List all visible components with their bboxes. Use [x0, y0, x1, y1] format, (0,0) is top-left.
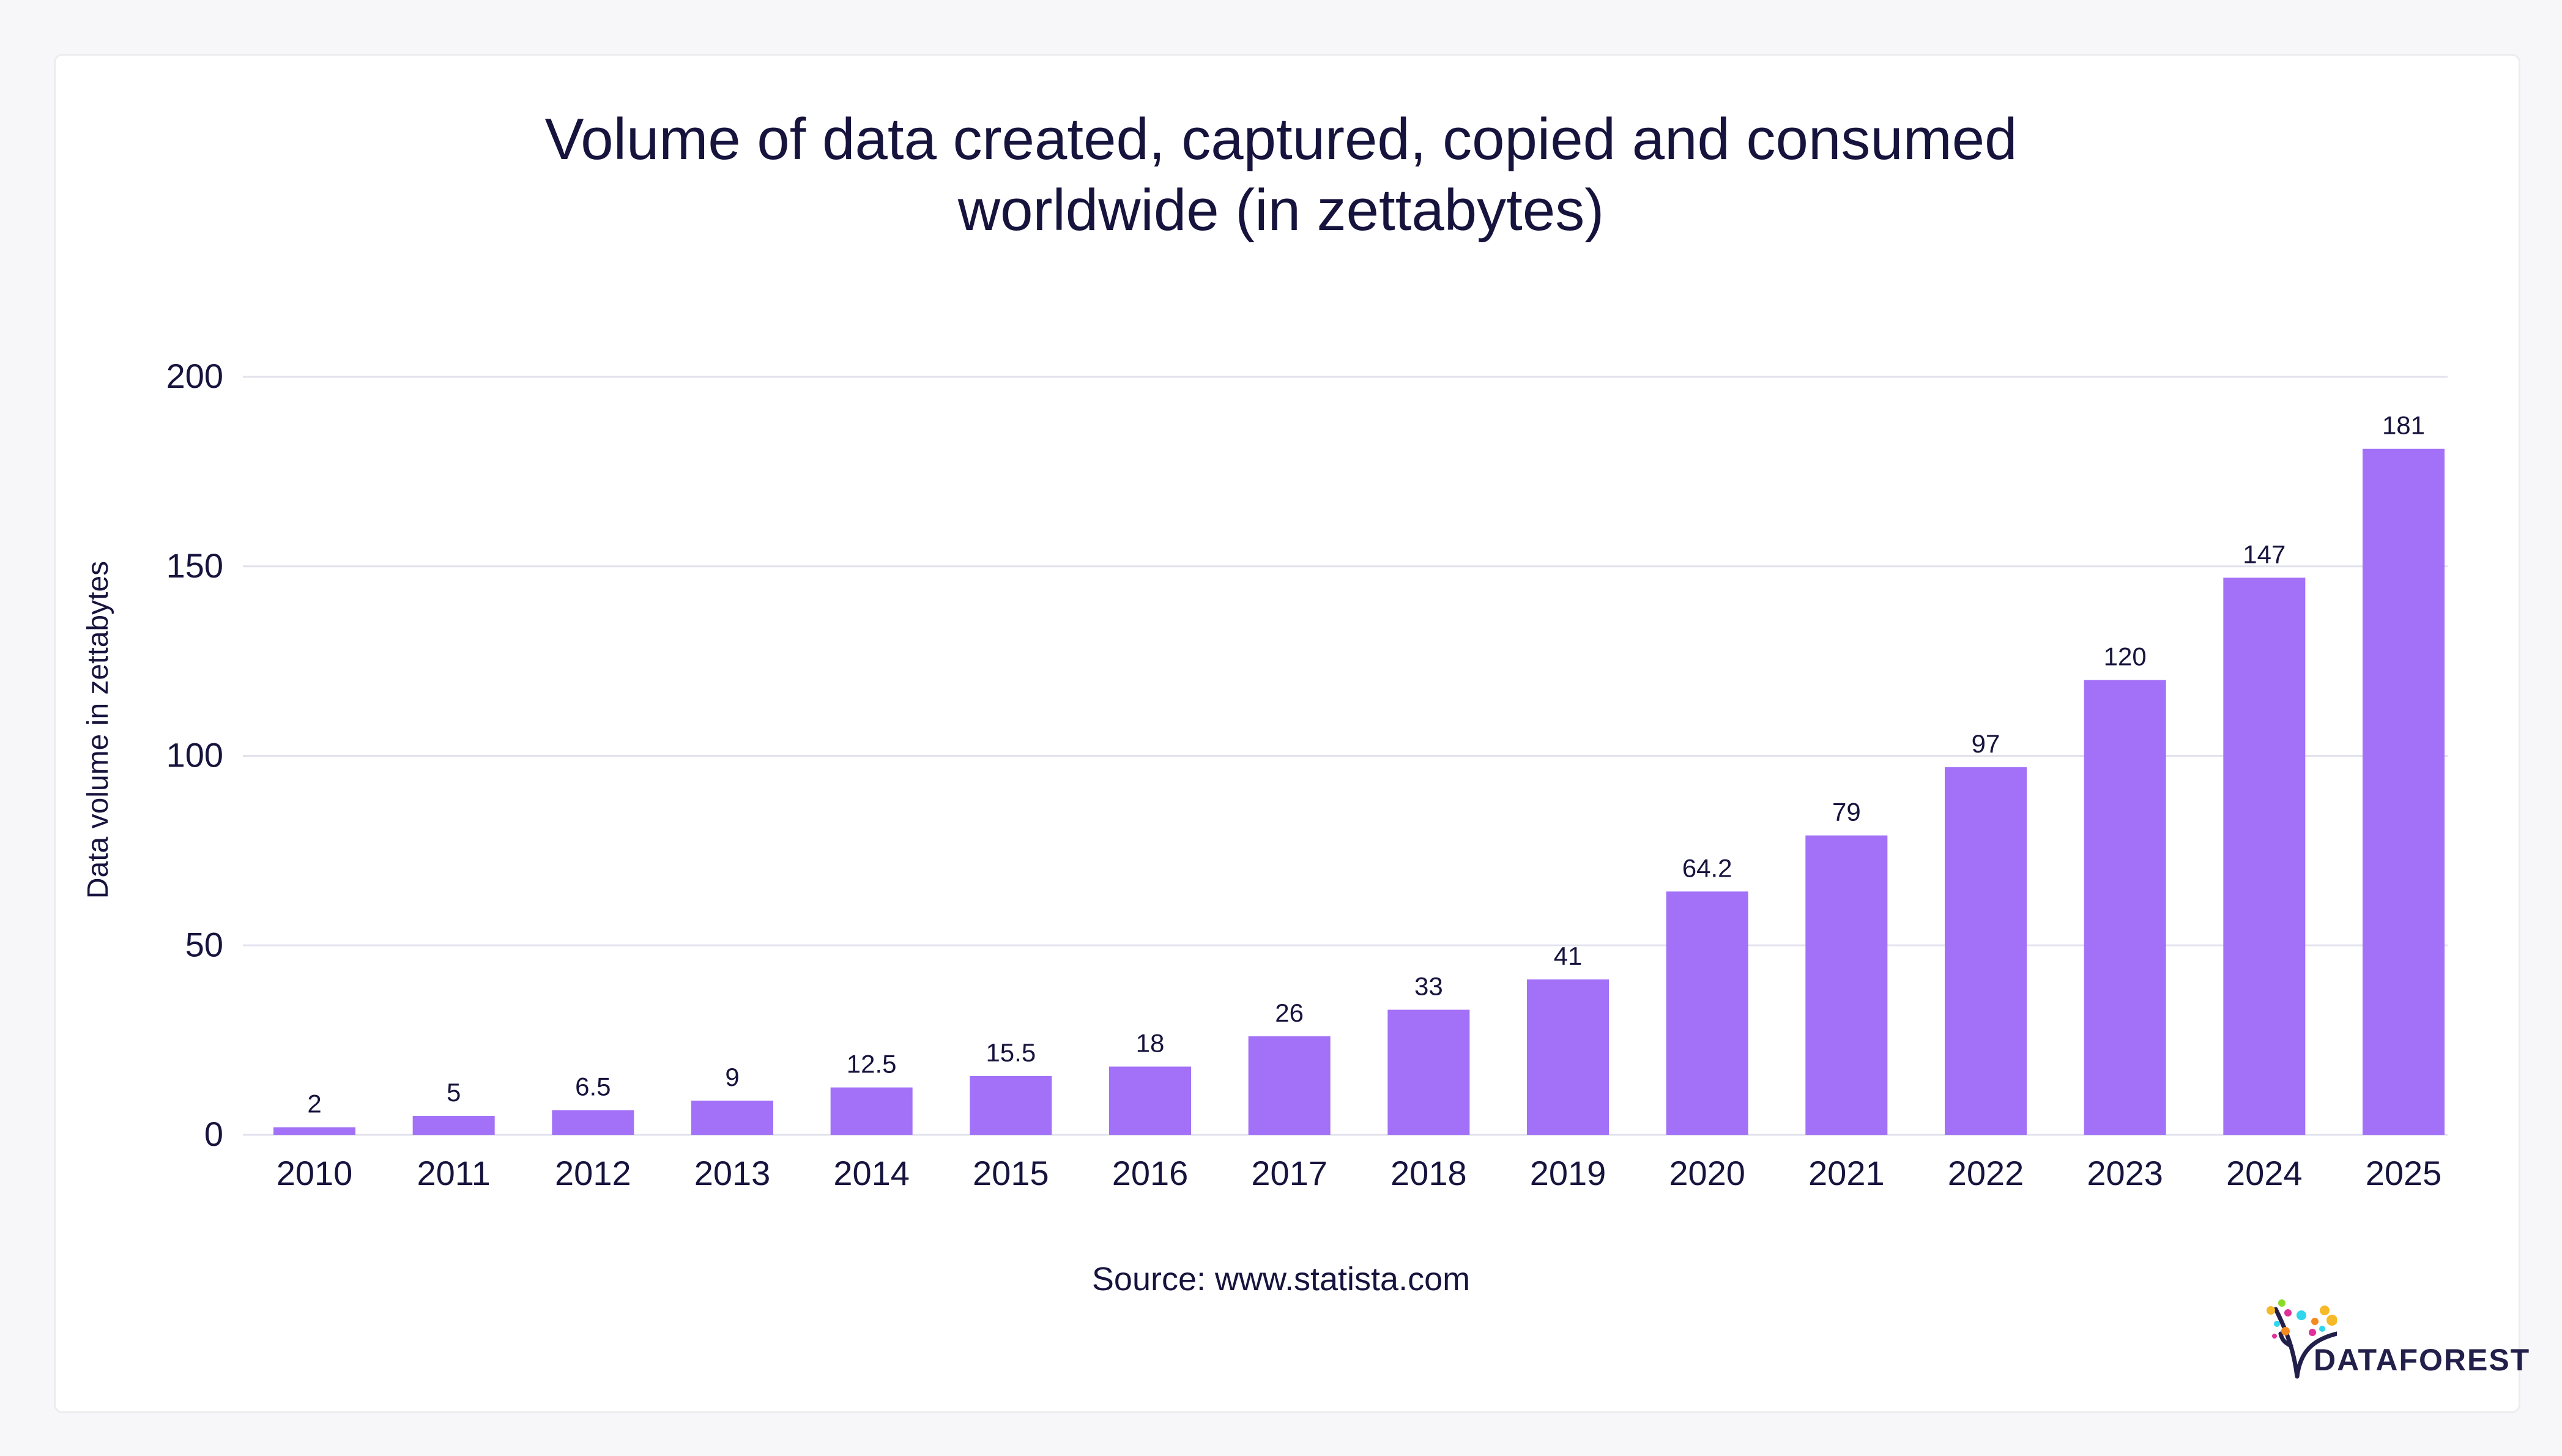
data-label: 15.5 — [986, 1038, 1036, 1067]
x-tick-label: 2011 — [417, 1154, 490, 1192]
x-tick-label: 2023 — [2087, 1154, 2163, 1192]
bar — [830, 1087, 913, 1135]
x-tick-label: 2020 — [1669, 1154, 1745, 1192]
x-tick-label: 2016 — [1112, 1154, 1189, 1192]
data-label: 181 — [2382, 411, 2425, 440]
x-tick-label: 2024 — [2226, 1154, 2303, 1192]
x-tick-label: 2014 — [833, 1154, 910, 1192]
chart-title-line-1: Volume of data created, captured, copied… — [544, 106, 2018, 172]
bar — [1805, 835, 1888, 1135]
y-axis-label: Data volume in zettabytes — [82, 561, 114, 899]
data-label: 79 — [1832, 798, 1861, 826]
data-label: 2 — [307, 1090, 321, 1118]
x-tick-label: 2015 — [973, 1154, 1049, 1192]
x-tick-label: 2021 — [1808, 1154, 1885, 1192]
x-tick-label: 2012 — [555, 1154, 631, 1192]
chart-title: Volume of data created, captured, copied… — [0, 104, 2562, 246]
bar — [2223, 578, 2306, 1135]
data-label: 26 — [1275, 998, 1304, 1027]
bar — [2363, 448, 2445, 1135]
x-tick-label: 2010 — [277, 1154, 353, 1192]
data-label: 64.2 — [1682, 853, 1732, 882]
data-label: 5 — [447, 1078, 461, 1107]
y-tick-label: 50 — [185, 925, 223, 964]
bar — [273, 1127, 355, 1135]
tree-icon — [2267, 1299, 2337, 1379]
y-tick-label: 100 — [166, 736, 223, 774]
dataforest-logo: DATAFOREST — [2263, 1297, 2529, 1383]
bar — [1945, 767, 2027, 1135]
bar — [691, 1101, 773, 1135]
bar — [552, 1110, 634, 1135]
x-tick-label: 2013 — [694, 1154, 771, 1192]
logo-text: DATAFOREST — [2314, 1343, 2531, 1377]
data-label: 120 — [2104, 642, 2147, 671]
bar — [970, 1075, 1052, 1135]
data-label: 9 — [725, 1063, 739, 1091]
bar — [1666, 891, 1748, 1135]
bar — [1387, 1009, 1470, 1135]
x-tick-label: 2017 — [1251, 1154, 1327, 1192]
bar — [412, 1116, 495, 1135]
data-label: 41 — [1554, 942, 1583, 970]
source-note: Source: www.statista.com — [1091, 1261, 1471, 1298]
y-tick-label: 0 — [204, 1115, 223, 1153]
x-tick-label: 2022 — [1948, 1154, 2024, 1192]
bar — [2084, 680, 2166, 1135]
bar — [1248, 1036, 1331, 1135]
x-tick-label: 2018 — [1391, 1154, 1467, 1192]
bar — [1527, 979, 1609, 1135]
chart-title-line-2: worldwide (in zettabytes) — [957, 177, 1605, 243]
data-label: 33 — [1414, 972, 1443, 1001]
data-label: 12.5 — [847, 1050, 897, 1079]
data-label: 6.5 — [575, 1072, 611, 1101]
bar — [1109, 1066, 1191, 1135]
data-label: 147 — [2243, 540, 2285, 568]
data-label: 97 — [1972, 729, 2000, 758]
y-tick-label: 150 — [166, 546, 223, 585]
y-tick-label: 200 — [166, 357, 223, 395]
x-tick-label: 2019 — [1530, 1154, 1606, 1192]
x-tick-label: 2025 — [2366, 1154, 2442, 1192]
data-label: 18 — [1136, 1028, 1165, 1057]
